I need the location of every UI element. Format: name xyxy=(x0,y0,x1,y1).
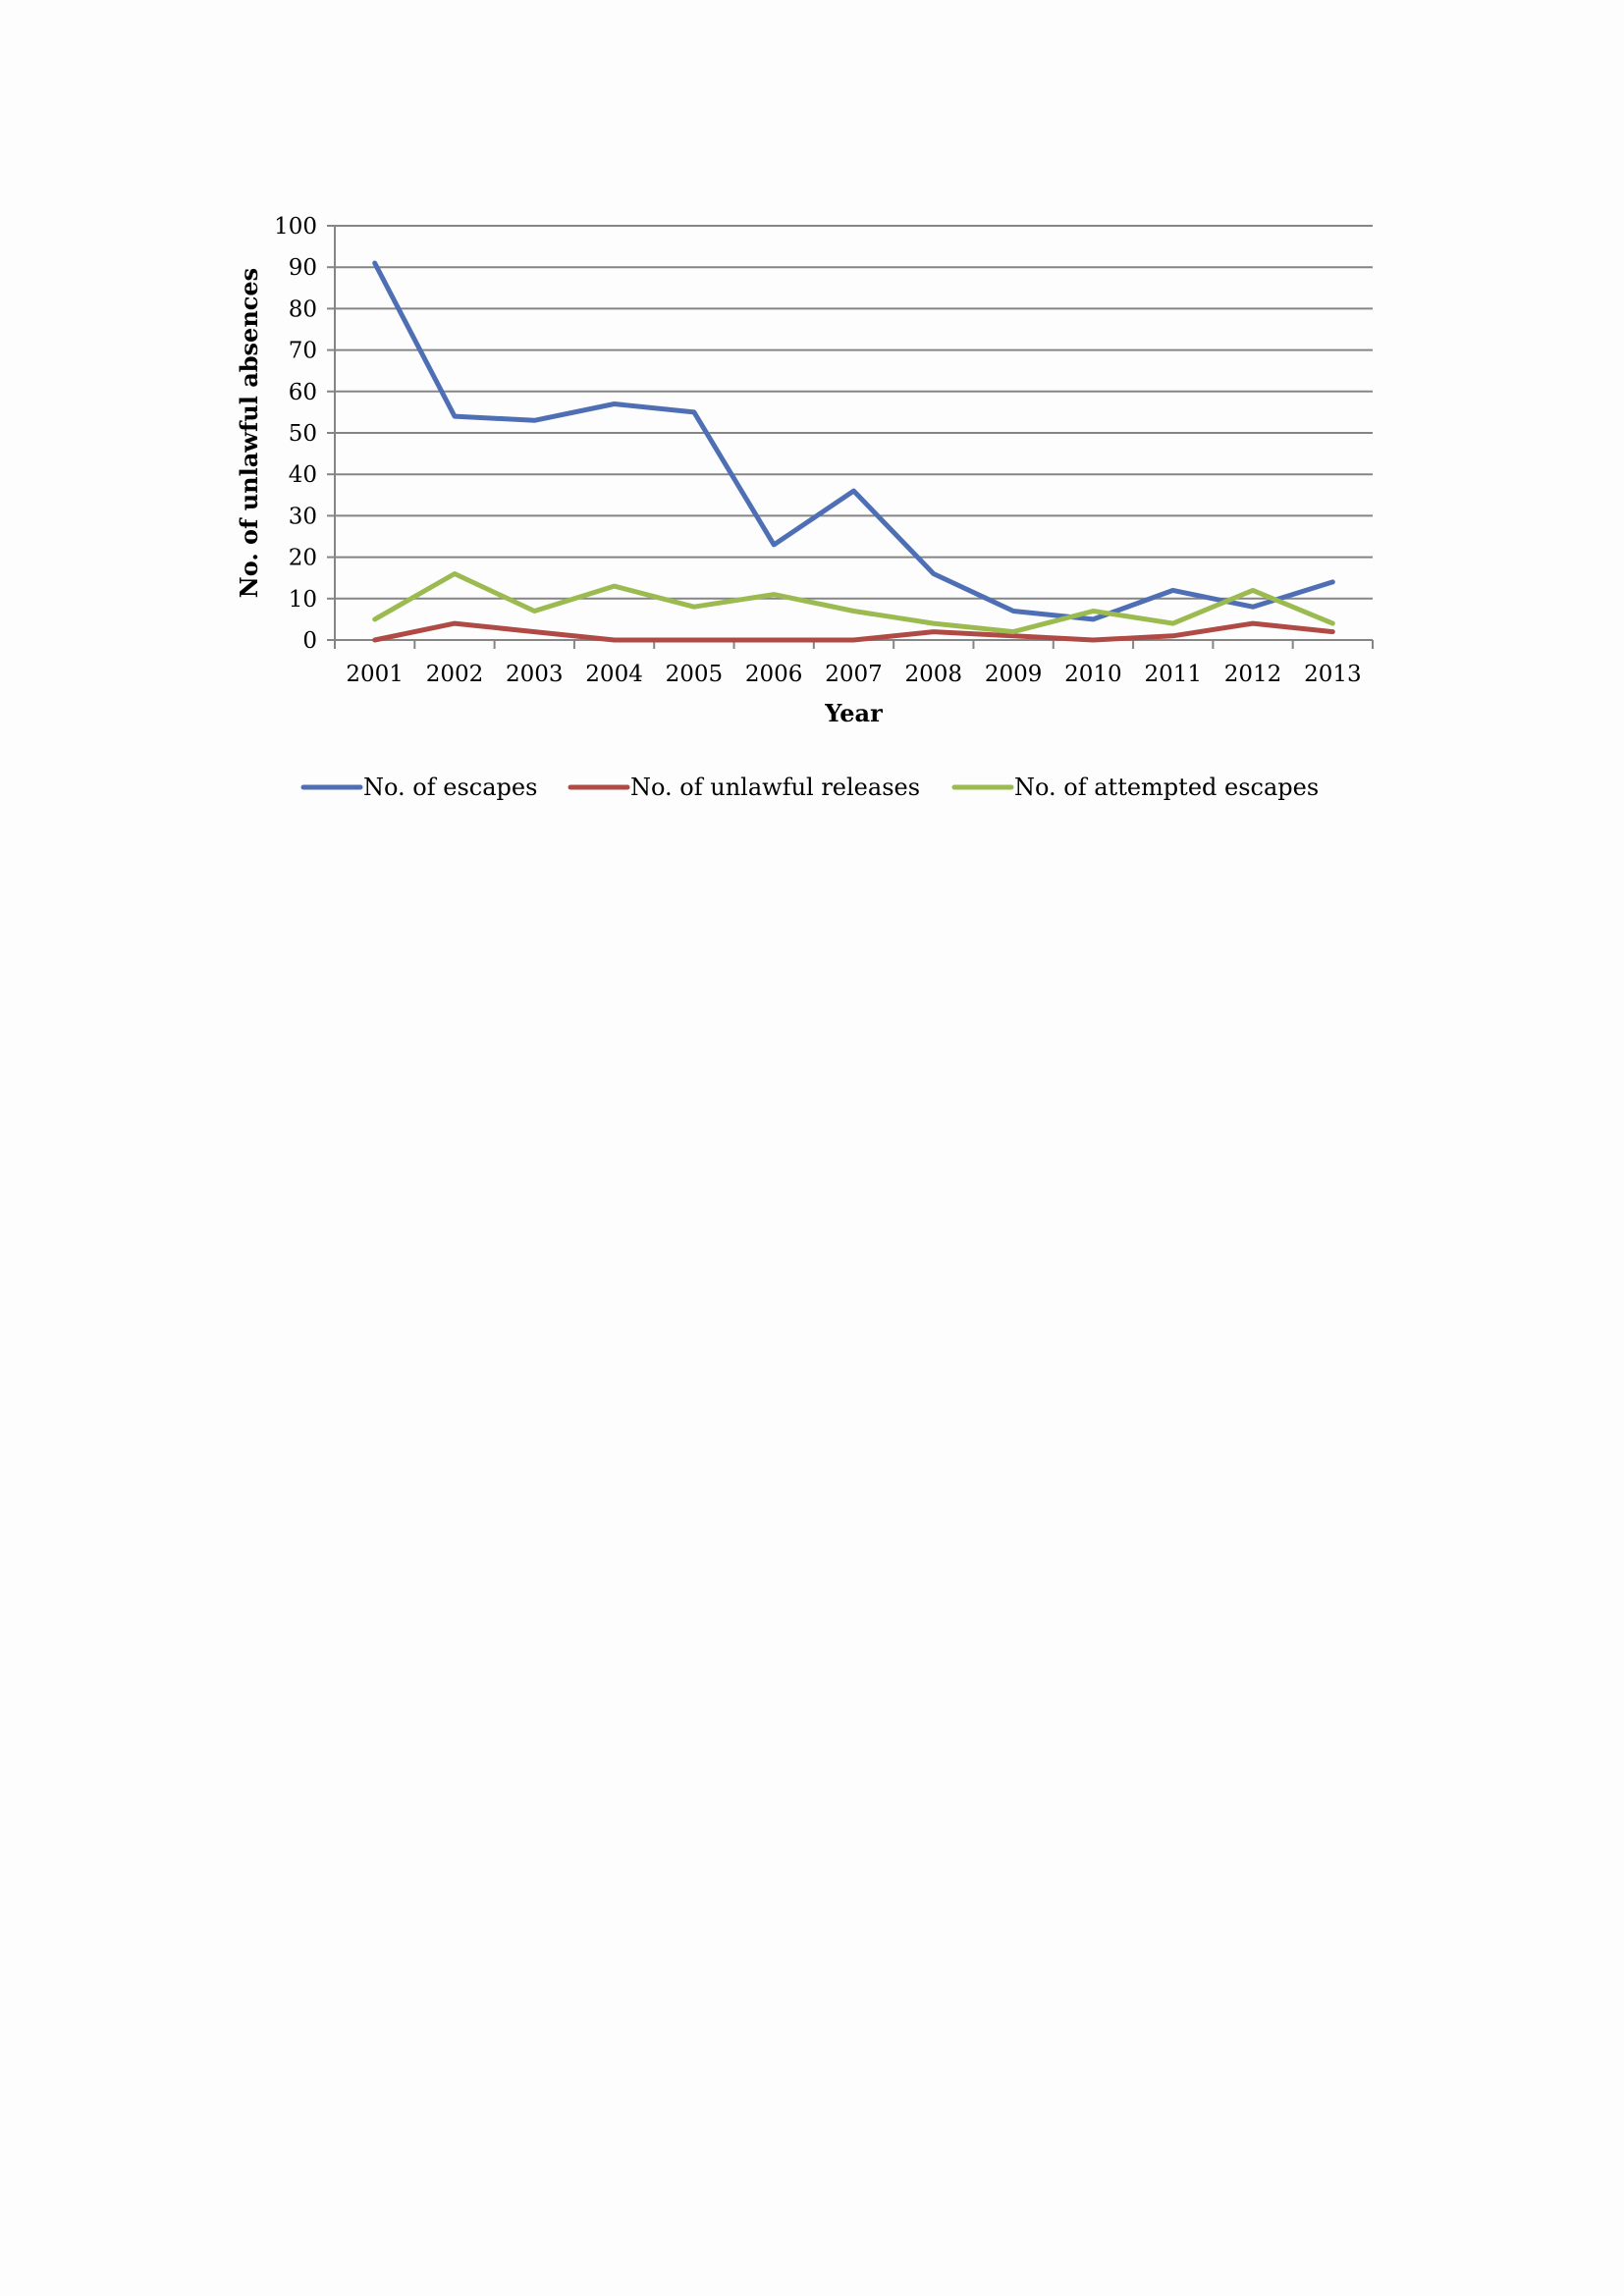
x-tick-label: 2006 xyxy=(745,662,803,687)
y-tick-label: 10 xyxy=(289,587,317,613)
x-tick-label: 2011 xyxy=(1144,662,1202,687)
x-tick-labels: 2001 2002 2003 2004 2005 2006 2007 2008 2009 2010… xyxy=(346,662,1361,687)
x-tick-label: 2003 xyxy=(506,662,564,687)
y-tick-labels: 0 10 20 30 40 50 60 70 80 90 100 xyxy=(274,214,317,654)
x-tick-label: 2010 xyxy=(1064,662,1122,687)
y-tick-label: 80 xyxy=(289,296,317,322)
y-tick-label: 90 xyxy=(289,255,317,281)
x-tick-label: 2013 xyxy=(1304,662,1362,687)
x-axis-title: Year xyxy=(824,699,883,727)
x-tick-label: 2012 xyxy=(1224,662,1282,687)
y-tick-label: 0 xyxy=(302,628,317,654)
legend-label: No. of escapes xyxy=(363,774,537,801)
x-tick-label: 2009 xyxy=(985,662,1043,687)
series-line xyxy=(372,260,1335,622)
legend-label: No. of unlawful releases xyxy=(630,774,920,801)
x-tick-label: 2001 xyxy=(346,662,404,687)
x-tick-label: 2002 xyxy=(426,662,484,687)
y-tick-label: 100 xyxy=(274,214,317,240)
y-tick-label: 60 xyxy=(289,380,317,405)
series-line xyxy=(372,571,1335,635)
legend: No. of escapes No. of unlawful releases No… xyxy=(300,774,1319,801)
series-line xyxy=(372,620,1335,643)
legend-item: No. of escapes xyxy=(300,774,537,801)
gridlines xyxy=(327,225,1373,641)
legend-item: No. of attempted escapes xyxy=(951,774,1319,801)
legend-label: No. of attempted escapes xyxy=(1014,774,1319,801)
x-tick-label: 2005 xyxy=(666,662,724,687)
y-tick-label: 70 xyxy=(289,339,317,364)
y-tick-label: 40 xyxy=(289,462,317,488)
y-axis-title: No. of unlawful absences xyxy=(235,268,263,598)
y-tick-label: 30 xyxy=(289,504,317,529)
x-tick-label: 2007 xyxy=(825,662,883,687)
x-tick-marks xyxy=(334,640,1374,649)
x-tick-label: 2004 xyxy=(585,662,643,687)
y-tick-label: 50 xyxy=(289,421,317,447)
y-tick-label: 20 xyxy=(289,546,317,571)
series-lines xyxy=(372,260,1335,643)
legend-item: No. of unlawful releases xyxy=(568,774,920,801)
x-tick-label: 2008 xyxy=(905,662,963,687)
